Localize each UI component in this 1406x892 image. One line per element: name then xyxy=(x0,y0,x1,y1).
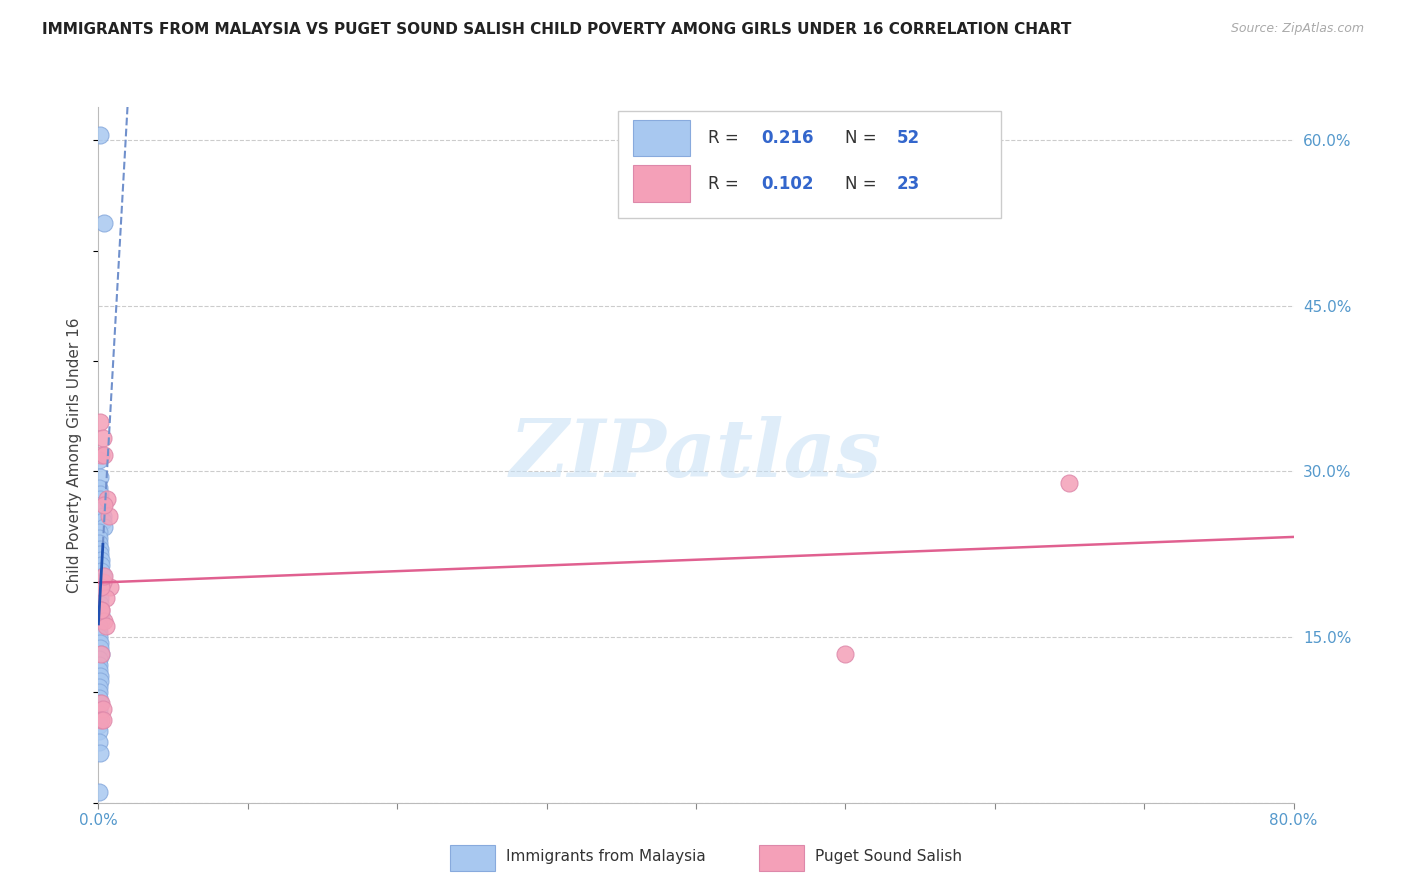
Point xyxy=(89,531,111,545)
Point xyxy=(89,597,111,611)
Point xyxy=(89,453,111,467)
Point xyxy=(93,569,115,583)
Point xyxy=(89,470,111,484)
Point xyxy=(89,602,111,616)
Point xyxy=(89,415,111,429)
Point xyxy=(87,581,110,595)
Point xyxy=(90,697,112,711)
Point xyxy=(93,448,115,462)
Point xyxy=(89,641,111,656)
Bar xyxy=(633,166,690,202)
Point xyxy=(89,586,111,600)
Bar xyxy=(759,845,804,871)
Point xyxy=(93,498,115,512)
Text: N =: N = xyxy=(845,175,882,193)
Point xyxy=(87,702,110,716)
Point xyxy=(90,647,112,661)
Point xyxy=(89,674,111,689)
Point xyxy=(87,685,110,699)
Point xyxy=(90,647,112,661)
Point xyxy=(100,581,122,595)
Bar xyxy=(450,845,495,871)
Text: Immigrants from Malaysia: Immigrants from Malaysia xyxy=(506,849,706,863)
Point xyxy=(93,614,115,628)
Point xyxy=(93,216,115,230)
Point xyxy=(89,128,111,142)
Point xyxy=(90,553,112,567)
Point xyxy=(90,558,112,573)
Text: Source: ZipAtlas.com: Source: ZipAtlas.com xyxy=(1230,22,1364,36)
Point xyxy=(91,431,114,445)
Point xyxy=(87,619,110,633)
Text: R =: R = xyxy=(709,175,744,193)
Point xyxy=(94,591,117,606)
Point xyxy=(90,713,112,727)
Point xyxy=(90,503,112,517)
Point xyxy=(87,657,110,672)
Point xyxy=(97,508,120,523)
Text: 23: 23 xyxy=(897,175,920,193)
Text: 0.102: 0.102 xyxy=(762,175,814,193)
Point xyxy=(90,602,112,616)
Point xyxy=(90,448,112,462)
Point xyxy=(89,663,111,677)
Point xyxy=(87,624,110,639)
Point xyxy=(96,492,118,507)
Point xyxy=(91,702,114,716)
Y-axis label: Child Poverty Among Girls Under 16: Child Poverty Among Girls Under 16 xyxy=(67,318,83,592)
Text: 52: 52 xyxy=(897,129,920,147)
Point xyxy=(1059,475,1081,490)
Point xyxy=(90,602,112,616)
Point xyxy=(89,486,111,500)
Point xyxy=(89,746,111,760)
Point xyxy=(89,697,111,711)
Point xyxy=(91,713,114,727)
Point xyxy=(87,680,110,694)
Point xyxy=(834,647,856,661)
Point xyxy=(89,630,111,644)
Point xyxy=(89,635,111,649)
Point xyxy=(91,569,114,583)
Text: IMMIGRANTS FROM MALAYSIA VS PUGET SOUND SALISH CHILD POVERTY AMONG GIRLS UNDER 1: IMMIGRANTS FROM MALAYSIA VS PUGET SOUND … xyxy=(42,22,1071,37)
Point xyxy=(87,652,110,666)
Point xyxy=(87,785,110,799)
Text: Puget Sound Salish: Puget Sound Salish xyxy=(815,849,963,863)
Point xyxy=(94,619,117,633)
Point xyxy=(91,508,114,523)
Point xyxy=(89,547,111,561)
Text: 0.216: 0.216 xyxy=(762,129,814,147)
Point xyxy=(89,713,111,727)
Point xyxy=(87,724,110,739)
Point xyxy=(89,690,111,705)
Point xyxy=(91,514,114,528)
Text: R =: R = xyxy=(709,129,744,147)
Point xyxy=(89,536,111,550)
Point xyxy=(90,564,112,578)
Point xyxy=(87,525,110,540)
Bar xyxy=(633,120,690,156)
Text: N =: N = xyxy=(845,129,882,147)
Point xyxy=(89,492,111,507)
Point xyxy=(90,581,112,595)
Point xyxy=(89,481,111,495)
Point xyxy=(87,707,110,722)
Point xyxy=(90,498,112,512)
Point xyxy=(87,735,110,749)
Point xyxy=(89,541,111,556)
Point xyxy=(90,614,112,628)
Point xyxy=(89,669,111,683)
FancyBboxPatch shape xyxy=(619,111,1001,219)
Point xyxy=(90,608,112,623)
Point xyxy=(93,519,115,533)
Point xyxy=(91,574,114,589)
Point xyxy=(89,591,111,606)
Text: ZIPatlas: ZIPatlas xyxy=(510,417,882,493)
Point xyxy=(87,718,110,732)
Point xyxy=(87,574,110,589)
